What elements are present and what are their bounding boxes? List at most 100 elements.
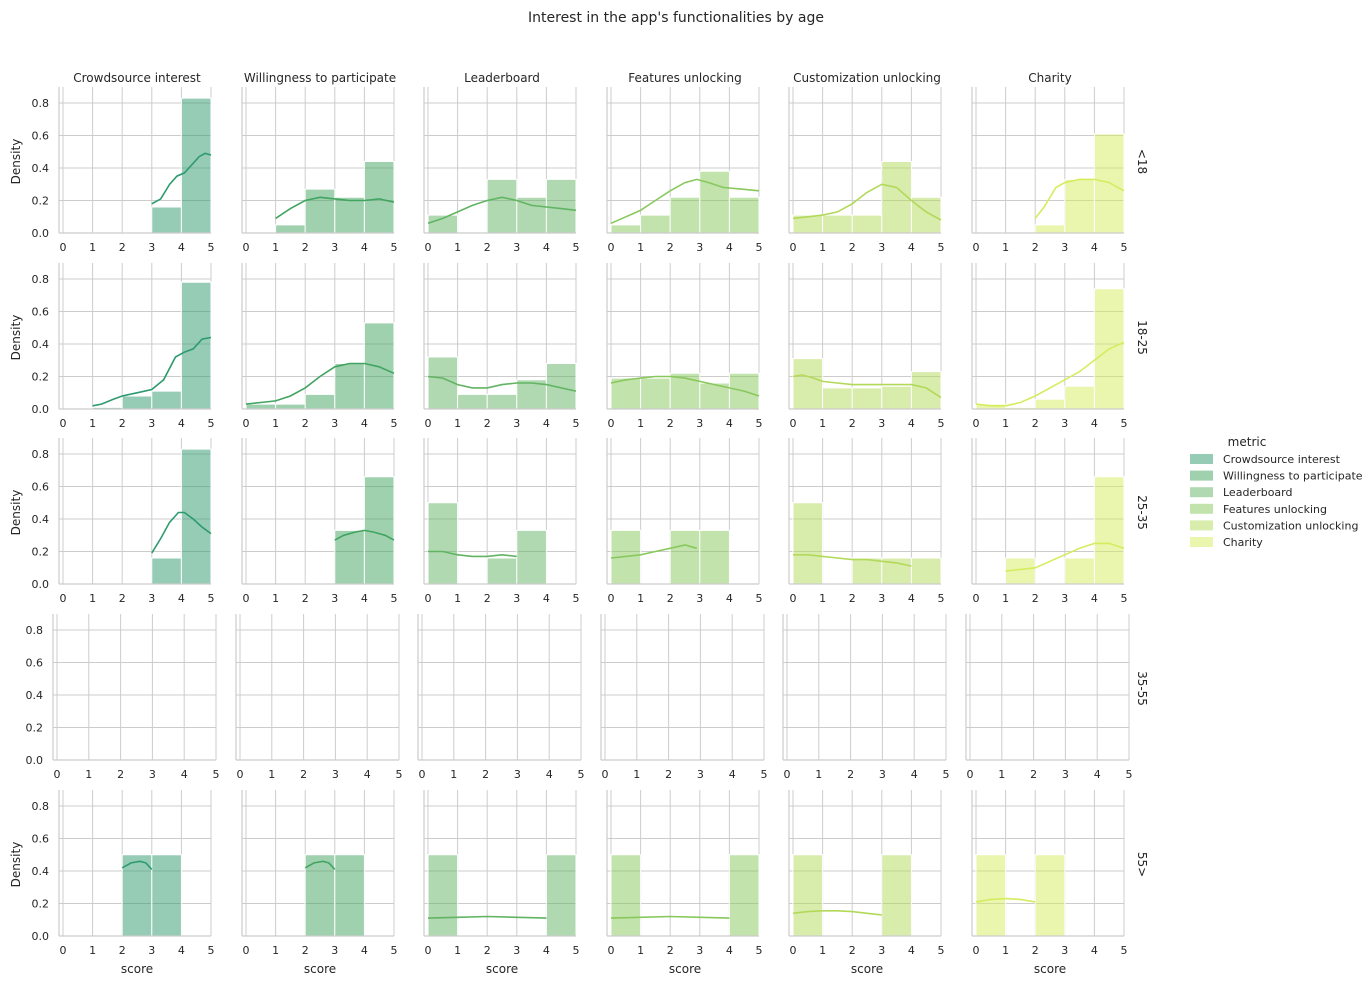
x-tick-label: 1	[268, 768, 275, 781]
y-tick-label: 0.0	[32, 578, 50, 591]
x-tick-label: 4	[543, 944, 550, 957]
x-tick-label: 3	[331, 241, 338, 254]
panel-0-4: 0 1 2 3 4 5 Customization unlocking	[788, 71, 945, 254]
histogram-bar	[1064, 385, 1095, 410]
histogram-bar	[151, 206, 182, 234]
x-tick-label: 0	[790, 944, 797, 957]
x-tick-label: 0	[425, 417, 432, 430]
x-tick-label: 5	[573, 417, 580, 430]
x-tick-label: 2	[849, 944, 856, 957]
x-tick-label: 3	[513, 592, 520, 605]
panel-4-4: 0 1 2 3 4 5 score	[788, 790, 945, 976]
x-tick-label: 5	[573, 592, 580, 605]
x-tick-label: 3	[513, 944, 520, 957]
x-tick-label: 1	[633, 768, 640, 781]
x-tick-label: 5	[756, 944, 763, 957]
legend-item: Features unlocking	[1190, 503, 1327, 516]
histogram-bar	[486, 393, 518, 410]
kde-line	[92, 336, 212, 407]
panel-2-0: 0 1 2 3 4 5 0.0 0.2 0.4 0.6 0.8 Density	[9, 438, 215, 605]
x-tick-label: 5	[208, 944, 215, 957]
x-tick-label: 5	[938, 417, 945, 430]
kde-line	[610, 375, 760, 397]
x-tick-label: 5	[1121, 417, 1128, 430]
x-tick-label: 3	[1061, 592, 1068, 605]
column-title: Customization unlocking	[793, 71, 941, 85]
legend-swatch	[1190, 537, 1213, 547]
histogram-bar	[851, 214, 883, 234]
kde-line	[610, 915, 730, 919]
legend-item: Crowdsource interest	[1190, 453, 1341, 466]
panel-2-3: 0 1 2 3 4 5	[606, 438, 763, 605]
x-tick-label: 0	[973, 241, 980, 254]
x-tick-label: 1	[85, 768, 92, 781]
y-tick-label: 0.0	[26, 754, 44, 767]
histogram-bar	[1034, 398, 1066, 410]
histogram-bar	[851, 557, 883, 585]
panel-4-2: 0 1 2 3 4 5 score	[423, 790, 580, 976]
legend-label: Willingness to participate	[1223, 470, 1363, 483]
x-tick-label: 5	[756, 241, 763, 254]
x-tick-label: 1	[819, 592, 826, 605]
panel-1-3: 0 1 2 3 4 5	[606, 263, 763, 430]
kde-line	[334, 529, 395, 541]
panel-4-0: 0 1 2 3 4 5 0.0 0.2 0.4 0.6 0.8 Density score	[9, 790, 215, 976]
histogram-bar	[669, 196, 701, 234]
y-tick-label: 0.2	[32, 546, 50, 559]
x-tick-label: 5	[1121, 592, 1128, 605]
row-label: 18-25	[1135, 320, 1149, 355]
legend-item: Charity	[1190, 536, 1263, 549]
panel-1-5: 0 1 2 3 4 5 18-25	[971, 263, 1149, 430]
histogram-bar	[151, 557, 182, 585]
panel-1-1: 0 1 2 3 4 5	[241, 263, 398, 430]
panel-0-3: 0 1 2 3 4 5 Features unlocking	[606, 71, 763, 254]
x-tick-label: 4	[1094, 768, 1101, 781]
kde-line	[975, 897, 1036, 903]
x-tick-label: 4	[178, 241, 185, 254]
y-tick-label: 0.2	[26, 722, 44, 735]
x-tick-label: 5	[938, 944, 945, 957]
x-tick-label: 3	[696, 944, 703, 957]
histogram-bar	[151, 854, 182, 937]
panel-1-2: 0 1 2 3 4 5	[423, 263, 580, 430]
histogram-bar	[457, 393, 488, 410]
y-tick-label: 0.0	[32, 403, 50, 416]
histogram-bar	[304, 188, 336, 234]
x-tick-label: 2	[667, 592, 674, 605]
x-tick-label: 0	[237, 768, 244, 781]
y-tick-label: 0.2	[32, 195, 50, 208]
x-tick-label: 0	[790, 241, 797, 254]
x-tick-label: 0	[790, 417, 797, 430]
histogram-bar	[975, 854, 1007, 937]
histogram-bar	[728, 854, 760, 937]
x-tick-label: 4	[908, 417, 915, 430]
x-tick-label: 1	[89, 417, 96, 430]
x-tick-label: 4	[1091, 944, 1098, 957]
x-tick-label: 5	[578, 768, 585, 781]
x-tick-label: 0	[973, 417, 980, 430]
histogram-bar	[516, 196, 547, 234]
kde-line	[151, 152, 212, 205]
x-axis-label: score	[121, 962, 153, 976]
panel-1-4: 0 1 2 3 4 5	[788, 263, 945, 430]
x-tick-label: 0	[60, 944, 67, 957]
histogram-bar	[792, 358, 824, 410]
x-tick-label: 4	[364, 768, 371, 781]
x-tick-label: 5	[943, 768, 950, 781]
x-tick-label: 0	[243, 944, 250, 957]
x-tick-label: 1	[454, 417, 461, 430]
x-tick-label: 1	[1002, 592, 1009, 605]
panel-4-3: 0 1 2 3 4 5 score	[606, 790, 763, 976]
panel-0-2: 0 1 2 3 4 5 Leaderboard	[423, 71, 580, 254]
panel-3-4: 0 1 2 3 4 5	[782, 614, 950, 781]
y-tick-label: 0.0	[32, 930, 50, 943]
x-tick-label: 2	[119, 417, 126, 430]
kde-line	[793, 554, 912, 567]
legend-label: Crowdsource interest	[1223, 453, 1341, 466]
histogram-bar	[334, 529, 365, 585]
x-tick-label: 4	[543, 241, 550, 254]
y-tick-label: 0.8	[32, 97, 50, 110]
y-tick-label: 0.2	[32, 371, 50, 384]
histogram-bar	[275, 224, 306, 234]
histogram-bar	[699, 170, 730, 234]
